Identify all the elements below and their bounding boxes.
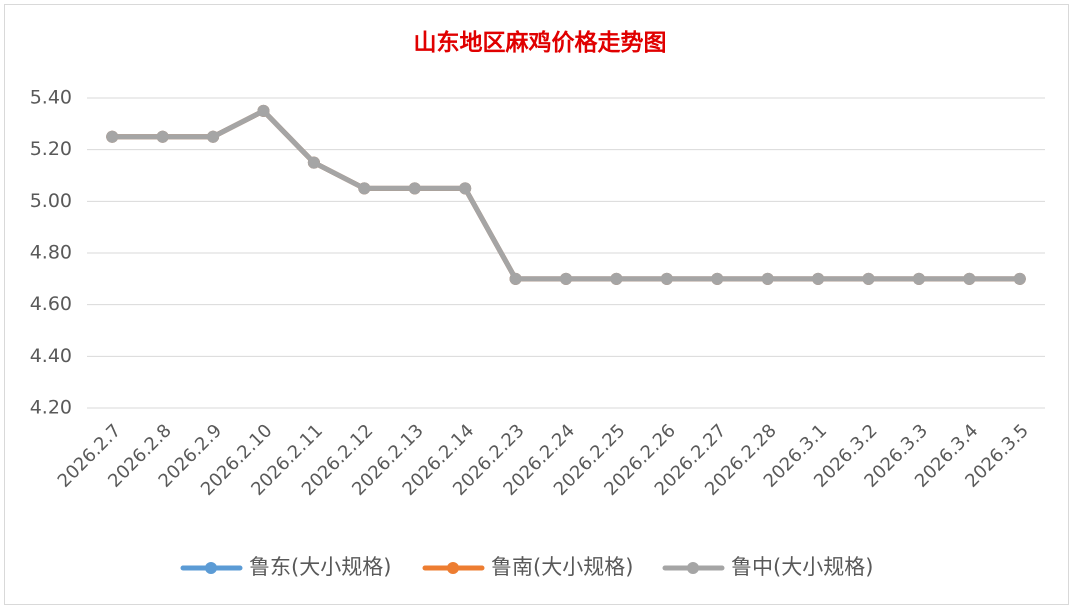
- y-tick-label: 4.60: [30, 293, 72, 315]
- point: [358, 182, 371, 195]
- point: [156, 130, 169, 143]
- y-tick-label: 5.20: [30, 138, 72, 160]
- legend-label: 鲁南(大小规格): [491, 555, 633, 579]
- point: [862, 272, 875, 285]
- point: [1013, 272, 1026, 285]
- point: [408, 182, 421, 195]
- point: [660, 272, 673, 285]
- y-tick-label: 5.00: [30, 190, 72, 212]
- point: [257, 104, 270, 117]
- point: [963, 272, 976, 285]
- point: [560, 272, 572, 285]
- chart-title: 山东地区麻鸡价格走势图: [414, 29, 667, 56]
- point: [509, 272, 522, 285]
- y-tick-label: 4.20: [30, 397, 72, 419]
- y-tick-label: 5.40: [30, 87, 72, 109]
- point: [106, 130, 119, 143]
- point: [711, 272, 724, 285]
- point: [459, 182, 472, 195]
- legend-marker: [687, 562, 699, 574]
- point: [812, 272, 825, 285]
- point: [761, 272, 774, 285]
- legend-marker: [205, 562, 217, 574]
- legend-marker: [447, 562, 459, 574]
- point: [307, 156, 320, 169]
- point: [610, 272, 623, 285]
- point: [912, 272, 925, 285]
- y-tick-label: 4.80: [30, 242, 72, 264]
- y-tick-label: 4.40: [30, 345, 72, 367]
- legend-label: 鲁东(大小规格): [249, 555, 391, 579]
- point: [207, 130, 220, 143]
- legend-label: 鲁中(大小规格): [731, 555, 873, 579]
